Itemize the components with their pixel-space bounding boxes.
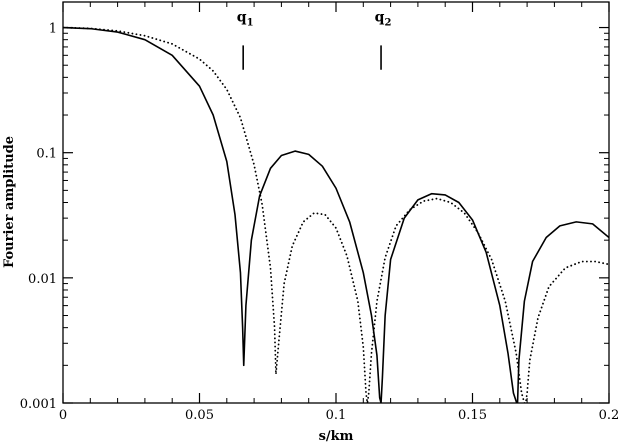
marker-layer: q1 q2	[237, 9, 392, 70]
marker-label-q1: q1	[237, 9, 254, 28]
x-tick-label: 0.2	[599, 408, 620, 423]
y-tick-label: 1	[49, 22, 57, 37]
tick-layer: 0 0.05 0.1 0.15 0.2 0.001 0.01 0.1 1	[20, 2, 620, 423]
x-tick-label: 0.05	[185, 408, 214, 423]
series-solid-line	[63, 26, 609, 403]
y-tick-label: 0.01	[28, 272, 57, 287]
x-tick-label: 0.15	[458, 408, 487, 423]
marker-label-q2: q2	[375, 9, 392, 28]
plot-frame	[62, 1, 610, 404]
y-tick-label: 0.1	[36, 147, 57, 162]
series-dotted-line	[63, 26, 609, 403]
x-tick-label: 0	[59, 408, 67, 423]
series-layer	[63, 26, 609, 403]
y-tick-label: 0.001	[20, 397, 57, 412]
x-tick-label: 0.1	[326, 408, 347, 423]
x-axis-title: s/km	[319, 429, 354, 442]
y-axis-title: Fourier amplitude	[2, 136, 17, 268]
